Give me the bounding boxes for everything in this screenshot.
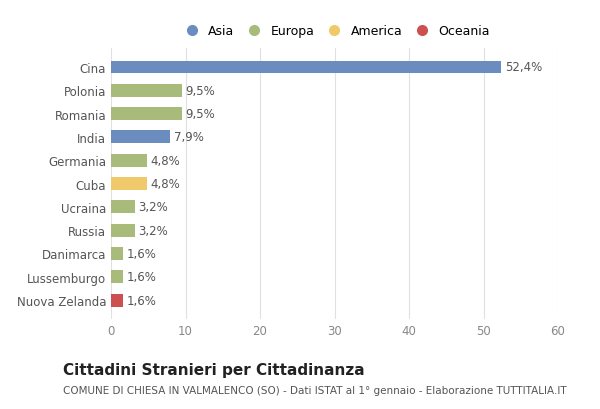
Bar — [111, 131, 170, 144]
Bar — [111, 224, 135, 237]
Text: 9,5%: 9,5% — [185, 108, 215, 121]
Text: 1,6%: 1,6% — [127, 294, 157, 307]
Bar — [111, 61, 502, 74]
Text: 9,5%: 9,5% — [185, 85, 215, 97]
Text: COMUNE DI CHIESA IN VALMALENCO (SO) - Dati ISTAT al 1° gennaio - Elaborazione TU: COMUNE DI CHIESA IN VALMALENCO (SO) - Da… — [63, 385, 566, 395]
Text: 4,8%: 4,8% — [151, 154, 180, 167]
Bar — [111, 247, 123, 260]
Bar — [111, 85, 182, 97]
Text: 4,8%: 4,8% — [151, 178, 180, 191]
Bar — [111, 294, 123, 307]
Text: Cittadini Stranieri per Cittadinanza: Cittadini Stranieri per Cittadinanza — [63, 362, 365, 377]
Bar — [111, 271, 123, 283]
Bar — [111, 178, 147, 191]
Legend: Asia, Europa, America, Oceania: Asia, Europa, America, Oceania — [176, 23, 493, 41]
Text: 52,4%: 52,4% — [505, 61, 542, 74]
Text: 3,2%: 3,2% — [139, 224, 169, 237]
Text: 1,6%: 1,6% — [127, 247, 157, 260]
Bar — [111, 154, 147, 167]
Bar — [111, 201, 135, 214]
Text: 1,6%: 1,6% — [127, 271, 157, 283]
Text: 7,9%: 7,9% — [173, 131, 203, 144]
Bar — [111, 108, 182, 121]
Text: 3,2%: 3,2% — [139, 201, 169, 214]
